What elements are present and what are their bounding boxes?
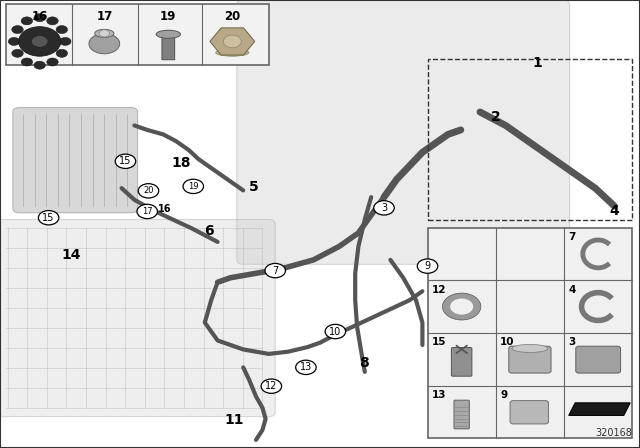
Text: 10: 10 [329,327,342,336]
Ellipse shape [89,34,120,54]
Text: 2: 2 [491,110,501,125]
Ellipse shape [216,49,249,56]
Text: 320168: 320168 [595,428,632,438]
Circle shape [21,17,33,25]
Ellipse shape [512,345,548,353]
Text: 15: 15 [432,337,447,347]
Circle shape [34,13,45,22]
Circle shape [8,37,20,45]
Text: 4: 4 [609,203,620,218]
Ellipse shape [95,30,114,37]
Circle shape [296,360,316,375]
Text: 17: 17 [142,207,152,216]
Text: 5: 5 [248,180,259,194]
Text: 19: 19 [188,182,198,191]
Circle shape [137,204,157,219]
Circle shape [417,259,438,273]
Text: 13: 13 [300,362,312,372]
FancyBboxPatch shape [509,346,551,373]
Text: 18: 18 [172,156,191,170]
Text: 3: 3 [381,203,387,213]
Circle shape [325,324,346,339]
Text: 13: 13 [432,390,447,400]
Text: 12: 12 [432,285,447,295]
Bar [428,59,632,220]
Circle shape [60,37,71,45]
Text: 3: 3 [568,337,576,347]
Circle shape [442,293,481,320]
Text: 20: 20 [224,10,241,23]
FancyBboxPatch shape [0,220,275,417]
Circle shape [47,17,58,25]
FancyBboxPatch shape [13,108,138,213]
Circle shape [21,58,33,66]
Text: 7: 7 [272,266,278,276]
FancyBboxPatch shape [162,35,175,60]
Circle shape [38,211,59,225]
Circle shape [99,30,109,37]
Text: 16: 16 [158,204,172,214]
Text: 8: 8 [358,356,369,370]
Text: 17: 17 [96,10,113,23]
Circle shape [261,379,282,393]
Circle shape [115,154,136,168]
FancyBboxPatch shape [454,400,469,429]
Circle shape [19,26,61,56]
Circle shape [31,35,48,47]
Circle shape [12,49,23,57]
Text: 15: 15 [119,156,132,166]
FancyBboxPatch shape [451,348,472,376]
Text: 14: 14 [62,248,81,263]
Circle shape [374,201,394,215]
Text: 12: 12 [265,381,278,391]
Circle shape [56,49,68,57]
Text: 6: 6 [204,224,214,238]
Circle shape [34,61,45,69]
Text: 15: 15 [42,213,55,223]
Circle shape [12,26,23,34]
Text: 7: 7 [568,232,576,242]
Polygon shape [569,403,630,415]
Circle shape [138,184,159,198]
Ellipse shape [156,30,180,38]
Bar [428,228,632,438]
Text: 4: 4 [568,285,576,295]
Circle shape [47,58,58,66]
Text: 1: 1 [532,56,543,70]
Circle shape [223,35,241,47]
Text: 9: 9 [500,390,508,400]
FancyBboxPatch shape [576,346,621,373]
FancyBboxPatch shape [237,0,570,264]
Text: 16: 16 [31,10,48,23]
FancyBboxPatch shape [510,401,548,424]
Text: 20: 20 [143,186,154,195]
Circle shape [265,263,285,278]
Circle shape [56,26,68,34]
Text: 9: 9 [424,261,431,271]
Bar [6,4,269,65]
Text: 19: 19 [160,10,177,23]
Circle shape [450,298,473,314]
Text: 10: 10 [500,337,515,347]
Text: 11: 11 [225,413,244,427]
Circle shape [183,179,204,194]
